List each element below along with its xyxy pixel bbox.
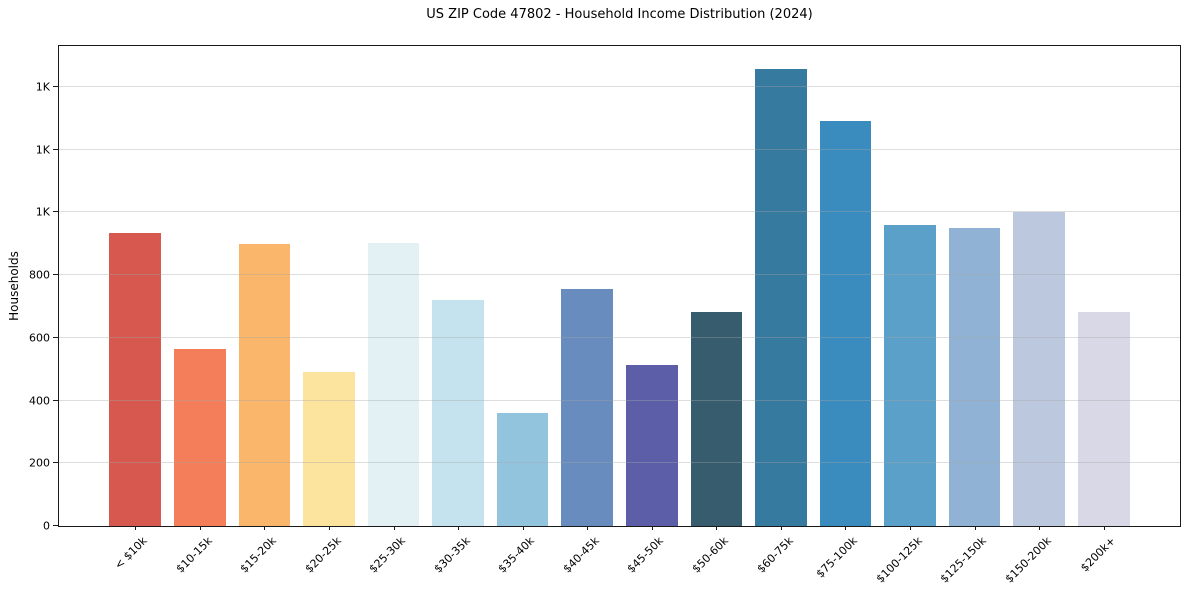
x-tick-mark	[845, 526, 847, 530]
bar-$35-40k	[496, 413, 549, 526]
x-tick-mark	[910, 526, 912, 530]
x-tick-label: $125-150k	[937, 534, 990, 586]
x-tick-label: $100-125k	[873, 534, 925, 586]
x-tick-label: $50-60k	[689, 534, 731, 576]
x-tick-label: < $10k	[112, 534, 150, 572]
bar-$30-35k	[432, 299, 484, 526]
bar-$150-200k	[1013, 211, 1065, 526]
x-tick-label: $15-20k	[237, 534, 279, 576]
x-tick-mark	[780, 526, 782, 530]
x-tick-mark	[716, 526, 718, 530]
x-tick-label: $25-30k	[366, 534, 409, 576]
x-tick-label: $150-200k	[1002, 534, 1054, 586]
x-tick-label: $200k+	[1078, 534, 1119, 575]
x-tick-mark	[393, 526, 395, 530]
bar-slot	[555, 46, 620, 526]
plot-area: 0 200 400 600 800 1K 1K 1K < $10k $10-15k $15-20k $…	[29, 45, 1181, 585]
y-tick-label: 0	[43, 519, 50, 533]
x-tick-mark	[135, 526, 137, 530]
bar-slot	[426, 46, 491, 526]
x-tick-label: $40-45k	[560, 534, 602, 576]
x-tick-label: $45-50k	[625, 534, 667, 576]
bar-slot	[490, 46, 555, 526]
y-tick-mark	[53, 336, 59, 338]
bar-< $10k	[109, 232, 162, 526]
bar-slot	[942, 46, 1007, 526]
y-tick-mark	[53, 525, 59, 526]
y-tick-label: 1K	[35, 205, 50, 219]
x-tick-mark	[199, 526, 201, 530]
bar-slot	[1007, 46, 1072, 526]
chart-title: US ZIP Code 47802 - Household Income Dis…	[426, 7, 813, 22]
bar-$25-30k	[367, 243, 420, 526]
x-tick-mark	[587, 526, 589, 530]
y-tick-mark	[53, 399, 59, 401]
y-tick-mark	[53, 462, 59, 464]
x-tick-mark	[974, 526, 976, 530]
bar-$10-15k	[174, 348, 226, 526]
y-tick-mark	[53, 211, 59, 213]
bar-$200k+	[1077, 312, 1130, 526]
bar-$125-150k	[948, 227, 1001, 526]
bar-slot	[813, 46, 878, 526]
y-tick-label: 1K	[35, 80, 50, 94]
bar-$100-125k	[884, 225, 936, 526]
y-tick-label: 600	[29, 331, 50, 345]
bar-slot	[232, 46, 297, 526]
x-tick-mark	[1103, 526, 1105, 530]
bar-slot	[297, 46, 362, 526]
bar-$40-45k	[561, 288, 614, 526]
bar-slot	[749, 46, 814, 526]
bar-slot	[103, 46, 168, 526]
bars-layer	[103, 46, 1136, 526]
y-tick-mark	[53, 274, 59, 276]
bar-$15-20k	[238, 244, 291, 526]
x-tick-label: $10-15k	[173, 534, 215, 576]
x-tick-mark	[264, 526, 266, 530]
bar-$45-50k	[625, 365, 678, 526]
y-tick-label: 1K	[35, 143, 50, 157]
x-tick-mark	[458, 526, 460, 530]
x-tick-label: $75-100k	[813, 534, 860, 581]
bar-$50-60k	[690, 312, 743, 526]
y-tick-label: 800	[29, 268, 50, 282]
bar-slot	[168, 46, 233, 526]
bar-$75-100k	[819, 120, 872, 526]
bar-slot	[1071, 46, 1136, 526]
x-tick-label: $20-25k	[302, 534, 344, 576]
bar-slot	[684, 46, 749, 526]
bar-slot	[878, 46, 943, 526]
x-tick-label: $60-75k	[754, 534, 796, 576]
y-axis-label: Households	[7, 251, 21, 321]
x-tick-mark	[328, 526, 330, 530]
x-tick-mark	[1039, 526, 1041, 530]
y-tick-mark	[53, 148, 59, 150]
y-tick-label: 400	[29, 394, 50, 408]
x-tick-label: $30-35k	[431, 534, 473, 576]
bar-$20-25k	[303, 371, 355, 526]
bar-$60-75k	[755, 69, 807, 526]
bar-slot	[620, 46, 685, 526]
y-tick-label: 200	[29, 456, 50, 470]
x-tick-label: $35-40k	[495, 534, 538, 576]
bar-slot	[361, 46, 426, 526]
y-tick-mark	[53, 85, 59, 87]
x-tick-mark	[522, 526, 524, 530]
x-tick-mark	[651, 526, 653, 530]
